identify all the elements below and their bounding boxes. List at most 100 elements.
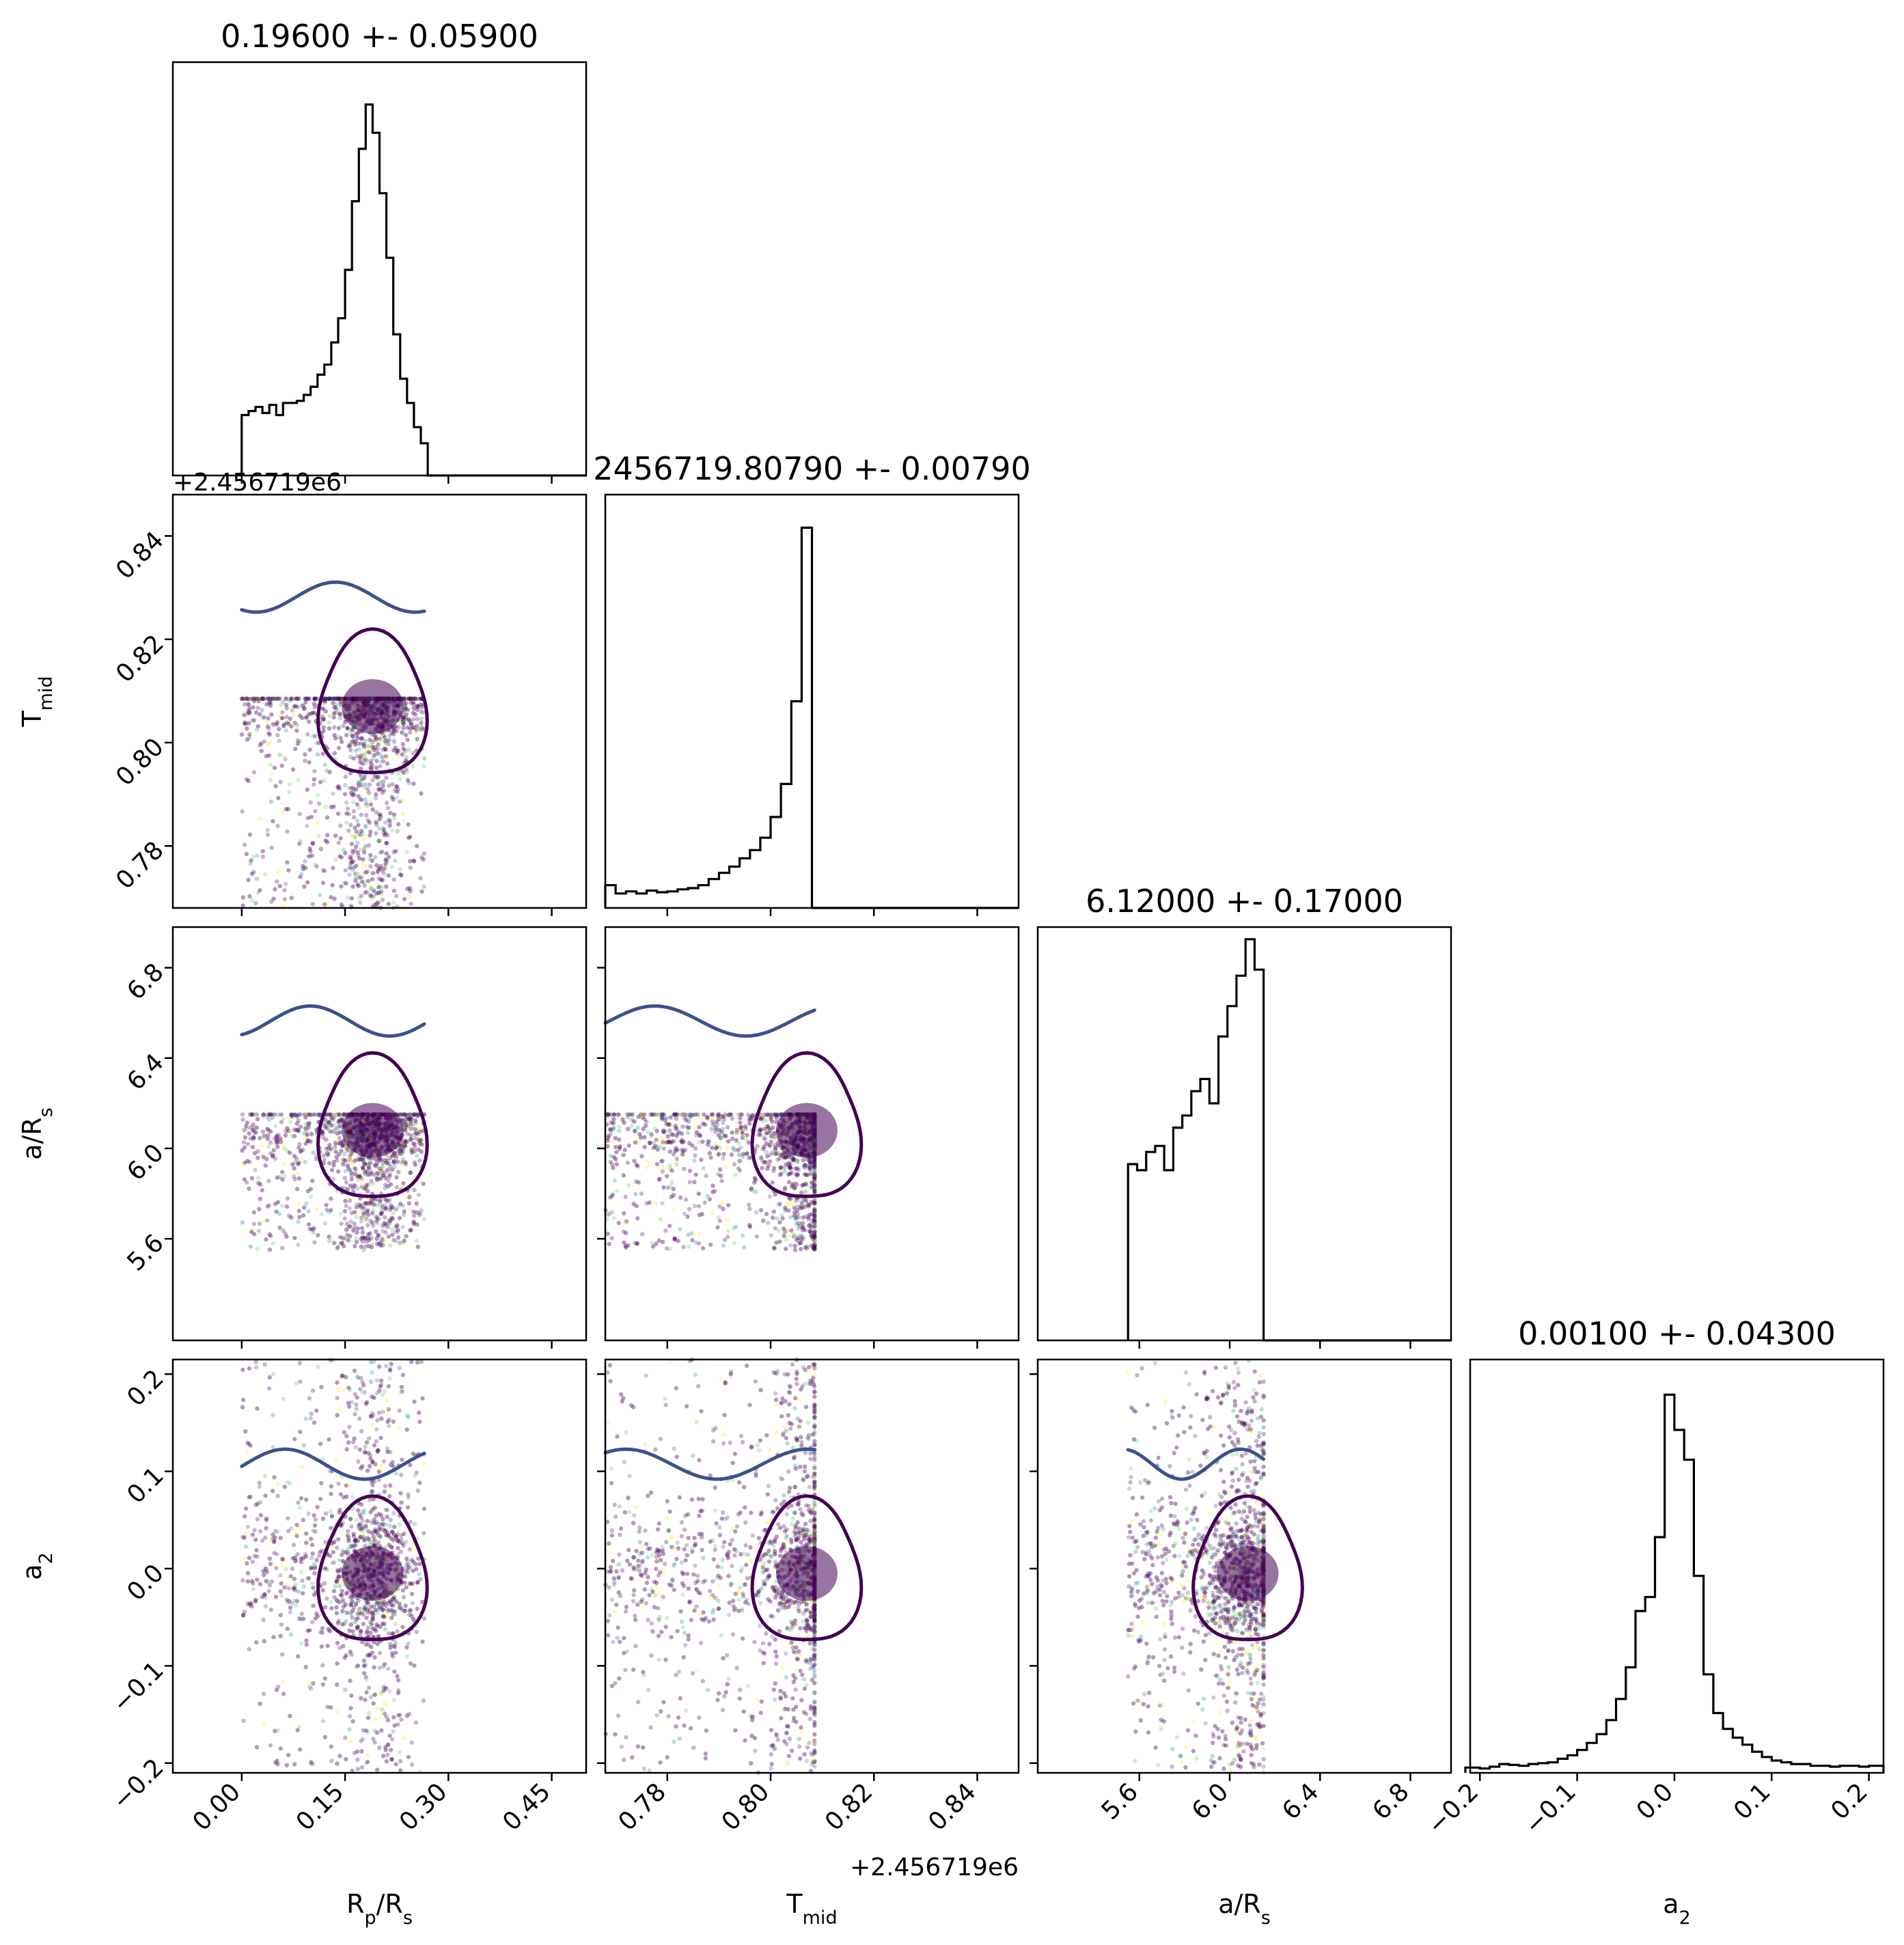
scatter-point: [337, 1407, 343, 1411]
scatter-point: [296, 1654, 301, 1659]
scatter-point: [723, 1133, 728, 1139]
scatter-point: [353, 731, 358, 736]
scatter-point: [391, 1211, 396, 1216]
scatter-point: [378, 1384, 383, 1389]
scatter-point: [260, 849, 265, 854]
scatter-point: [772, 1143, 777, 1148]
scatter-point: [755, 1144, 760, 1148]
scatter-point: [388, 1164, 393, 1169]
scatter-point: [331, 1540, 336, 1545]
scatter-point: [331, 705, 337, 710]
scatter-point: [302, 884, 307, 889]
scatter-point: [366, 879, 371, 883]
scatter-point: [262, 1721, 266, 1726]
scatter-point: [275, 720, 279, 725]
scatter-point: [403, 704, 408, 709]
scatter-point: [418, 696, 424, 701]
scatter-point: [609, 1120, 614, 1125]
scatter-point: [299, 1157, 305, 1162]
scatter-point: [245, 1561, 249, 1566]
scatter-point: [608, 1195, 613, 1200]
scatter-point: [335, 1126, 340, 1131]
scatter-point: [247, 697, 252, 702]
scatter-point: [249, 871, 255, 877]
scatter-point: [344, 811, 349, 816]
scatter-point: [632, 1119, 637, 1124]
scatter-point: [290, 708, 294, 713]
scatter-point: [664, 1174, 670, 1178]
scatter-point: [320, 1719, 325, 1724]
scatter-point: [376, 782, 381, 787]
scatter-point: [357, 805, 361, 811]
scatter-point: [414, 1137, 419, 1142]
scatter-point: [625, 1160, 630, 1165]
scatter-point: [663, 1116, 669, 1120]
scatter-point: [365, 744, 370, 749]
scatter-point: [339, 884, 344, 889]
scatter-point: [335, 1682, 340, 1687]
scatter-point: [776, 1228, 782, 1234]
scatter-point: [617, 1125, 622, 1129]
scatter-point: [413, 696, 418, 701]
scatter-point: [294, 696, 299, 701]
scatter-point: [390, 782, 395, 787]
scatter-point: [271, 1241, 275, 1246]
scatter-point: [385, 805, 391, 810]
scatter-point: [296, 1202, 301, 1206]
scatter-point: [411, 726, 415, 730]
scatter-point: [422, 1531, 426, 1536]
scatter-point: [629, 1112, 635, 1117]
scatter-point: [721, 1243, 726, 1248]
scatter-point: [329, 1196, 333, 1201]
scatter-point: [381, 747, 385, 752]
scatter-point: [321, 868, 326, 872]
scatter-point: [407, 1207, 412, 1213]
scatter-point: [329, 1560, 334, 1566]
scatter-point: [670, 1168, 674, 1173]
scatter-point: [273, 887, 277, 892]
scatter-point: [381, 788, 387, 793]
scatter-point: [365, 889, 370, 894]
scatter-point: [661, 1146, 666, 1151]
scatter-point: [752, 1180, 757, 1185]
scatter-point: [322, 1605, 328, 1610]
scatter-point: [400, 1203, 405, 1208]
scatter-point: [395, 1159, 400, 1164]
scatter-point: [297, 1215, 302, 1219]
scatter-point: [369, 1236, 374, 1241]
scatter-point: [261, 1692, 266, 1696]
scatter-point: [406, 747, 411, 752]
scatter-point: [359, 875, 363, 880]
scatter-point: [343, 1687, 348, 1692]
scatter-point: [355, 882, 360, 887]
scatter-point: [295, 1127, 301, 1132]
scatter-point: [286, 868, 291, 873]
scatter-point: [300, 1591, 305, 1596]
scatter-point: [803, 1189, 808, 1194]
scatter-point: [376, 868, 381, 873]
scatter-point: [609, 1236, 614, 1241]
scatter-point: [292, 1166, 296, 1171]
scatter-point: [334, 1155, 339, 1159]
scatter-point: [732, 1241, 737, 1245]
scatter-point: [404, 1234, 409, 1239]
scatter-point: [620, 1117, 625, 1122]
scatter-point: [338, 823, 343, 828]
scatter-point: [271, 1532, 275, 1537]
scatter-point: [341, 1112, 346, 1117]
scatter-point: [710, 1183, 715, 1188]
scatter-point: [302, 706, 307, 711]
scatter-point: [617, 1146, 622, 1151]
scatter-point: [770, 1180, 775, 1185]
scatter-point: [411, 764, 415, 769]
scatter-point: [376, 838, 381, 843]
scatter-point: [332, 1145, 337, 1150]
scatter-point: [243, 696, 249, 701]
scatter-point: [353, 835, 358, 840]
scatter-point: [356, 794, 361, 799]
scatter-point: [376, 890, 381, 896]
scatter-point: [348, 1159, 353, 1164]
scatter-point: [767, 1143, 772, 1148]
scatter-point: [730, 1136, 735, 1142]
scatter-point: [277, 726, 281, 732]
